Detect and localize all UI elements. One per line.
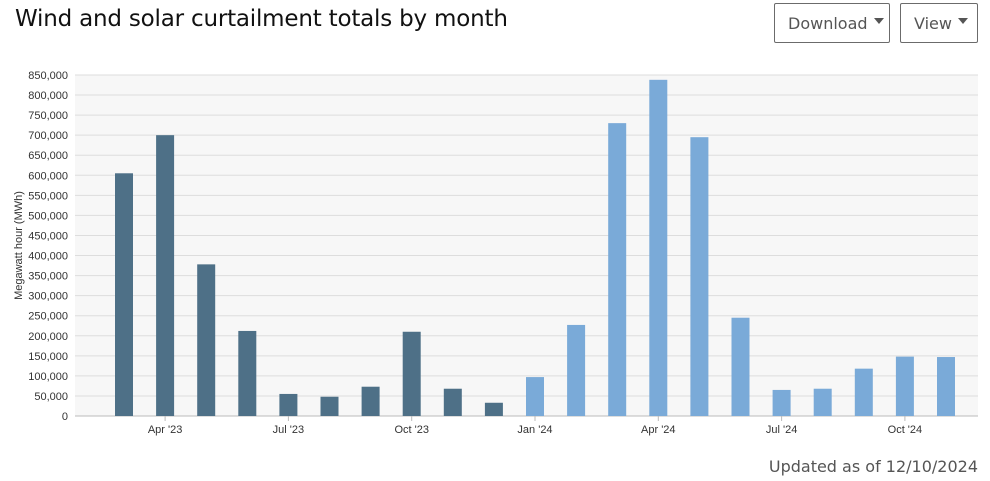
y-tick-label: 750,000 [28, 110, 68, 122]
bar-chart: 0 50,000 100,000 150,000 200,000 250,000 300,0… [13, 70, 978, 436]
updated-timestamp: Updated as of 12/10/2024 [768, 457, 978, 476]
y-tick-label: 250,000 [28, 311, 68, 323]
x-tick-label: Apr '23 [148, 424, 183, 436]
bar[interactable] [156, 135, 175, 417]
y-tick-label: 350,000 [28, 271, 68, 283]
x-tick-label: Jan '24 [517, 424, 552, 436]
y-tick-label: 550,000 [28, 190, 68, 202]
bar[interactable] [238, 330, 257, 416]
y-tick-label: 500,000 [28, 210, 68, 222]
x-tick-label: Jul '23 [273, 424, 304, 436]
caret-down-icon [873, 18, 884, 24]
y-tick-label: 850,000 [28, 70, 68, 82]
y-tick-label: 400,000 [28, 251, 68, 263]
y-tick-label: 100,000 [28, 371, 68, 383]
bar[interactable] [813, 388, 832, 416]
y-tick-label: 700,000 [28, 130, 68, 142]
y-tick-label: 450,000 [28, 230, 68, 242]
x-tick-label: Apr '24 [641, 424, 676, 436]
y-tick-label: 50,000 [34, 391, 68, 403]
plot-background [75, 75, 978, 416]
bar[interactable] [567, 324, 586, 416]
y-tick-label: 600,000 [28, 170, 68, 182]
bar[interactable] [320, 396, 339, 416]
download-button-label: Download [788, 13, 868, 33]
y-tick-label: 0 [62, 411, 68, 423]
bar[interactable] [772, 389, 791, 416]
plot-area [75, 75, 978, 416]
bar[interactable] [649, 79, 668, 416]
view-button[interactable]: View [900, 3, 978, 43]
y-tick-label: 300,000 [28, 291, 68, 303]
download-button[interactable]: Download [774, 3, 890, 43]
page-title: Wind and solar curtailment totals by mon… [15, 6, 508, 32]
bar[interactable] [361, 386, 380, 416]
bar[interactable] [690, 137, 709, 416]
bar[interactable] [526, 377, 544, 416]
x-tick-label: Oct '24 [888, 424, 923, 436]
x-tick-label: Oct '23 [394, 424, 429, 436]
y-tick-label: 800,000 [28, 90, 68, 102]
x-axis-ticks: Apr '23 Jul '23 Oct '23 Jan '24 Apr '24 Jul '… [148, 416, 922, 436]
y-tick-label: 650,000 [28, 150, 68, 162]
bar[interactable] [115, 173, 133, 416]
bar[interactable] [854, 368, 873, 416]
caret-down-icon [957, 18, 968, 24]
bar[interactable] [937, 357, 955, 416]
y-tick-label: 200,000 [28, 331, 68, 343]
bars [115, 79, 955, 417]
y-axis-ticks: 0 50,000 100,000 150,000 200,000 250,000 300,0… [28, 70, 68, 423]
bar[interactable] [279, 393, 298, 416]
bar[interactable] [895, 356, 914, 416]
x-tick-label: Jul '24 [766, 424, 797, 436]
bar[interactable] [443, 388, 462, 416]
y-axis-label: Megawatt hour (MWh) [13, 191, 25, 300]
bar[interactable] [484, 402, 503, 416]
y-tick-label: 150,000 [28, 351, 68, 363]
bar[interactable] [402, 331, 421, 416]
bar[interactable] [731, 317, 750, 416]
bar[interactable] [608, 123, 627, 416]
bar[interactable] [197, 264, 216, 416]
view-button-label: View [914, 13, 952, 33]
